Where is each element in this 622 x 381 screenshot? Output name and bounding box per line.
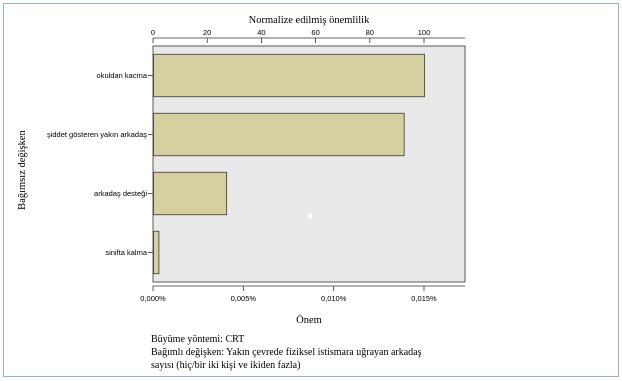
top-axis-tick-label: 0 (151, 28, 155, 37)
category-label: sinifta kalma (105, 248, 148, 257)
chart-svg: Normalize edilmiş önemlilik Önem Bağımsı… (17, 15, 466, 326)
top-axis-tick-label: 100 (418, 28, 431, 37)
bottom-axis-tick-label: 0,000% (140, 294, 166, 303)
category-label: arkadaş desteği (94, 189, 147, 198)
top-axis-tick-label: 40 (257, 28, 265, 37)
y-axis-title: Bağımsız değişken (17, 129, 28, 209)
category-label: şiddet gösteren yakın arkadaş (47, 130, 147, 139)
growth-method-note: Büyüme yöntemi: CRT (151, 334, 245, 345)
category-label: okuldan kacma (97, 71, 148, 80)
bottom-axis-tick-label: 0,005% (231, 294, 257, 303)
dependent-variable-note-cont: sayısı (hiç/bir iki kişi ve ikiden fazla… (151, 360, 301, 371)
bar-2 (153, 112, 405, 157)
top-axis-tick-label: 60 (311, 28, 319, 37)
plot-marker (308, 214, 312, 218)
bottom-axis-tick-label: 0,015% (411, 294, 437, 303)
bottom-axis-title: Önem (296, 314, 322, 326)
bar-3 (153, 171, 228, 216)
chart-notes: Büyüme yöntemi: CRT Bağımlı değişken: Ya… (151, 333, 421, 372)
top-axis-tick-label: 80 (366, 28, 374, 37)
bar-1 (153, 53, 425, 98)
bar-4 (153, 230, 160, 275)
top-axis-title: Normalize edilmiş önemlilik (249, 15, 370, 26)
chart-frame: Normalize edilmiş önemlilik Önem Bağımsı… (3, 3, 619, 377)
dependent-variable-note: Bağımlı değişken: Yakın çevrede fiziksel… (151, 347, 422, 358)
top-axis-tick-label: 20 (203, 28, 211, 37)
bottom-axis-tick-label: 0,010% (321, 294, 347, 303)
